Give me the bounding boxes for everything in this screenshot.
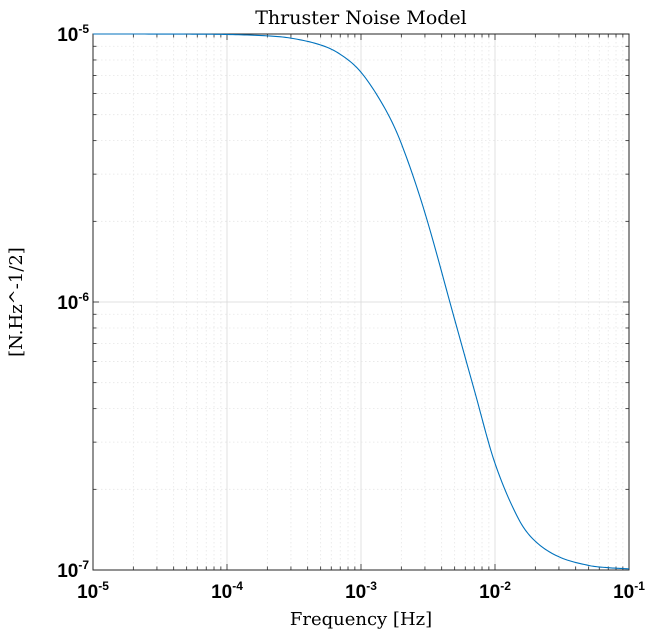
x-tick-label: 10-5 [77, 579, 109, 603]
y-tick-label: 10-5 [57, 22, 89, 46]
y-tick-label: 10-7 [57, 558, 89, 582]
x-tick-label: 10-4 [211, 579, 243, 603]
x-tick-labels: 10-5 10-4 10-3 10-2 10-1 [77, 579, 645, 603]
chart-title: Thruster Noise Model [255, 7, 467, 29]
tick-marks [92, 34, 629, 571]
grid [93, 34, 629, 570]
x-tick-label: 10-3 [345, 579, 377, 603]
x-tick-label: 10-2 [479, 579, 511, 603]
thruster-noise-curve [93, 33, 630, 570]
y-axis-label: [N.Hz^-1/2] [6, 247, 27, 357]
y-tick-labels: 10-7 10-6 10-5 [57, 22, 89, 582]
y-tick-label: 10-6 [57, 290, 89, 314]
x-tick-label: 10-1 [613, 579, 645, 603]
x-axis-label: Frequency [Hz] [290, 609, 432, 630]
